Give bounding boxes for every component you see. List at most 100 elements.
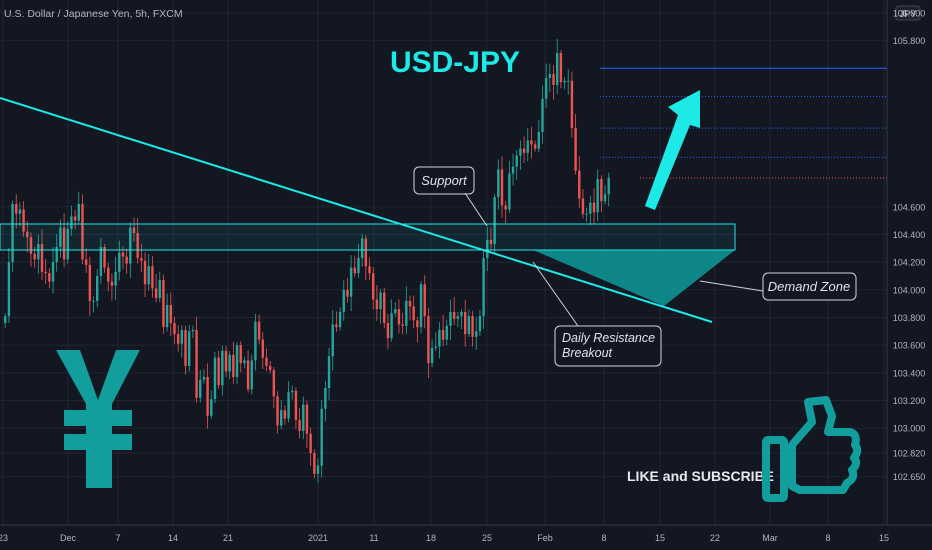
x-tick-label: 2021	[308, 533, 328, 543]
candle-body	[397, 309, 401, 325]
candle-body	[81, 203, 84, 260]
candle-body	[570, 80, 574, 128]
candle-body	[261, 339, 264, 358]
candle-body	[48, 273, 51, 282]
x-tick-label: 14	[168, 533, 178, 543]
candle-body	[464, 311, 467, 335]
candle-body	[515, 155, 518, 167]
candle-body	[430, 347, 434, 364]
candle-body	[151, 266, 154, 289]
candle-body	[511, 166, 515, 174]
candle-body	[408, 300, 412, 307]
y-tick-label: 102.820	[893, 449, 926, 459]
candle-body	[280, 410, 283, 426]
candle-body	[482, 257, 485, 317]
candle-body	[125, 256, 128, 264]
x-tick-label: Dec	[60, 533, 77, 543]
candle-body	[158, 280, 161, 299]
candle-body	[563, 80, 566, 83]
candle-body	[121, 252, 125, 257]
like-subscribe-text: LIKE and SUBSCRIBE	[627, 468, 774, 484]
candle-body	[37, 244, 40, 260]
candle-body	[585, 213, 588, 215]
candle-body	[552, 73, 555, 85]
support-label: Support	[421, 173, 468, 188]
candle-body	[316, 465, 320, 474]
candle-body	[162, 280, 165, 328]
breakout-label: Daily Resistance Breakout	[562, 331, 655, 360]
candle-body	[298, 419, 301, 431]
candle-body	[272, 370, 276, 397]
time-axis: 23 Dec 7 14 21 2021 11 18 25 Feb 8 15 22 Mar 8 15	[0, 533, 889, 543]
candle-body	[132, 227, 136, 234]
candle-body	[55, 246, 58, 263]
candle-body	[603, 194, 607, 202]
x-tick-label: 15	[655, 533, 665, 543]
candle-body	[592, 202, 596, 213]
candle-body	[416, 320, 419, 328]
candle-body	[184, 329, 187, 366]
candle-body	[62, 227, 66, 260]
candle-body	[199, 379, 202, 398]
candle-body	[338, 311, 342, 328]
x-tick-label: Feb	[537, 533, 553, 543]
yen-sign-icon	[56, 350, 140, 488]
candle-body	[235, 345, 239, 377]
candle-body	[221, 350, 224, 386]
candle-body	[7, 262, 11, 317]
candle-body	[246, 360, 250, 390]
candle-body	[324, 388, 327, 409]
candle-body	[33, 253, 36, 260]
candle-body	[18, 209, 22, 214]
candle-body	[228, 354, 231, 372]
candle-body	[320, 408, 323, 466]
candle-body	[165, 305, 169, 328]
candle-body	[438, 329, 441, 347]
candle-body	[544, 78, 548, 99]
candle-body	[59, 227, 62, 247]
candles	[4, 39, 610, 484]
candle-body	[600, 179, 603, 202]
candle-body	[346, 289, 349, 297]
candle-body	[191, 329, 195, 332]
candle-body	[434, 346, 437, 348]
candle-body	[51, 262, 55, 282]
y-tick-label: 104.200	[893, 258, 926, 268]
thumbs-up-icon	[762, 396, 862, 502]
candle-body	[460, 311, 463, 317]
candle-body	[478, 316, 482, 332]
candle-body	[147, 266, 150, 285]
y-tick-label: 104.600	[893, 202, 926, 212]
support-callout: Support	[413, 166, 488, 227]
candle-body	[118, 252, 121, 272]
candle-body	[375, 299, 379, 310]
candle-body	[456, 316, 460, 319]
candle-body	[467, 316, 471, 335]
candle-body	[283, 410, 287, 419]
candle-body	[519, 148, 522, 156]
candle-body	[360, 238, 364, 258]
y-tick-label: 102.650	[893, 472, 926, 482]
candle-body	[294, 390, 298, 420]
candle-body	[327, 356, 331, 389]
candle-body	[195, 329, 198, 398]
candle-body	[596, 179, 599, 213]
candle-body	[419, 284, 423, 328]
candle-body	[96, 275, 99, 301]
candle-body	[452, 311, 456, 319]
y-tick-label: 105.800	[893, 36, 926, 46]
y-tick-label: 104.000	[893, 285, 926, 295]
currency-badge: JPY	[895, 5, 921, 21]
candle-body	[305, 404, 309, 434]
symbol-header: U.S. Dollar / Japanese Yen, 5h, FXCM	[4, 8, 183, 20]
candle-body	[578, 170, 581, 199]
candle-body	[522, 148, 526, 153]
candle-body	[372, 273, 375, 300]
candle-body	[276, 396, 279, 426]
y-tick-label: 106.000	[893, 9, 926, 19]
candle-body	[331, 324, 334, 357]
candle-body	[489, 239, 493, 245]
candle-body	[486, 239, 489, 258]
candle-body	[66, 228, 69, 260]
